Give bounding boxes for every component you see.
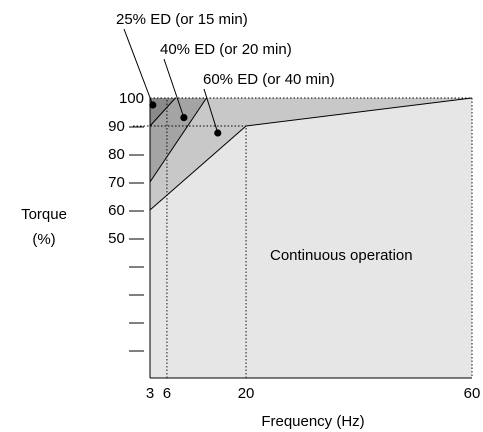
y-tick-label-50: 50 — (108, 230, 144, 247)
x-tick-label-60: 60 (464, 385, 481, 402)
marker-dot-40-ed-or-20-min (180, 114, 188, 122)
region-continuous-operation (150, 98, 472, 378)
plot-frame (149, 97, 473, 379)
y-tick-label-30: — (129, 286, 144, 303)
leader-line-60-ed-or-40-min (203, 88, 219, 134)
annotation-label-60-ed-or-40-min: 60% ED (or 40 min) (203, 71, 335, 88)
y-axis-label-line1: Torque (21, 206, 67, 223)
leader-line-25-ed-or-15-min (123, 28, 154, 106)
continuous-operation-label: Continuous operation (270, 247, 413, 264)
regions-layer (150, 98, 472, 378)
annotation-label-25-ed-or-15-min: 25% ED (or 15 min) (116, 11, 248, 28)
marker-dot-25-ed-or-15-min (149, 101, 157, 109)
leader-line-40-ed-or-20-min (163, 58, 185, 118)
annotations-layer: 25% ED (or 15 min) 40% ED (or 20 min) 60% … (116, 11, 335, 137)
x-tick-label-6: 6 (163, 385, 171, 402)
y-tick-label-90: 90 — (108, 118, 144, 135)
y-tick-label-20: — (129, 314, 144, 331)
y-tick-label-60: 60 — (108, 202, 144, 219)
y-tick-label-70: 70 — (108, 174, 144, 191)
tick-labels-layer: 100 90 — 80 — 70 — 60 — 50 — — — — — 3 6 20 60 (108, 90, 480, 402)
boundary-line-2 (149, 97, 207, 183)
x-axis-label: Frequency (Hz) (261, 413, 364, 430)
boundary-line-3 (149, 97, 176, 127)
region-60-ed-or-40-min (150, 98, 472, 210)
y-tick-label-40: — (129, 258, 144, 275)
y-tick-label-10: — (129, 342, 144, 359)
y-tick-label-80: 80 — (108, 146, 144, 163)
marker-dot-60-ed-or-40-min (214, 129, 222, 137)
annotation-label-40-ed-or-20-min: 40% ED (or 20 min) (160, 41, 292, 58)
reference-lines-layer (133, 98, 247, 378)
y-tick-label-100: 100 (119, 90, 144, 107)
x-tick-label-20: 20 (238, 385, 255, 402)
y-axis-label-line2: (%) (32, 231, 55, 248)
x-tick-label-3: 3 (146, 385, 154, 402)
